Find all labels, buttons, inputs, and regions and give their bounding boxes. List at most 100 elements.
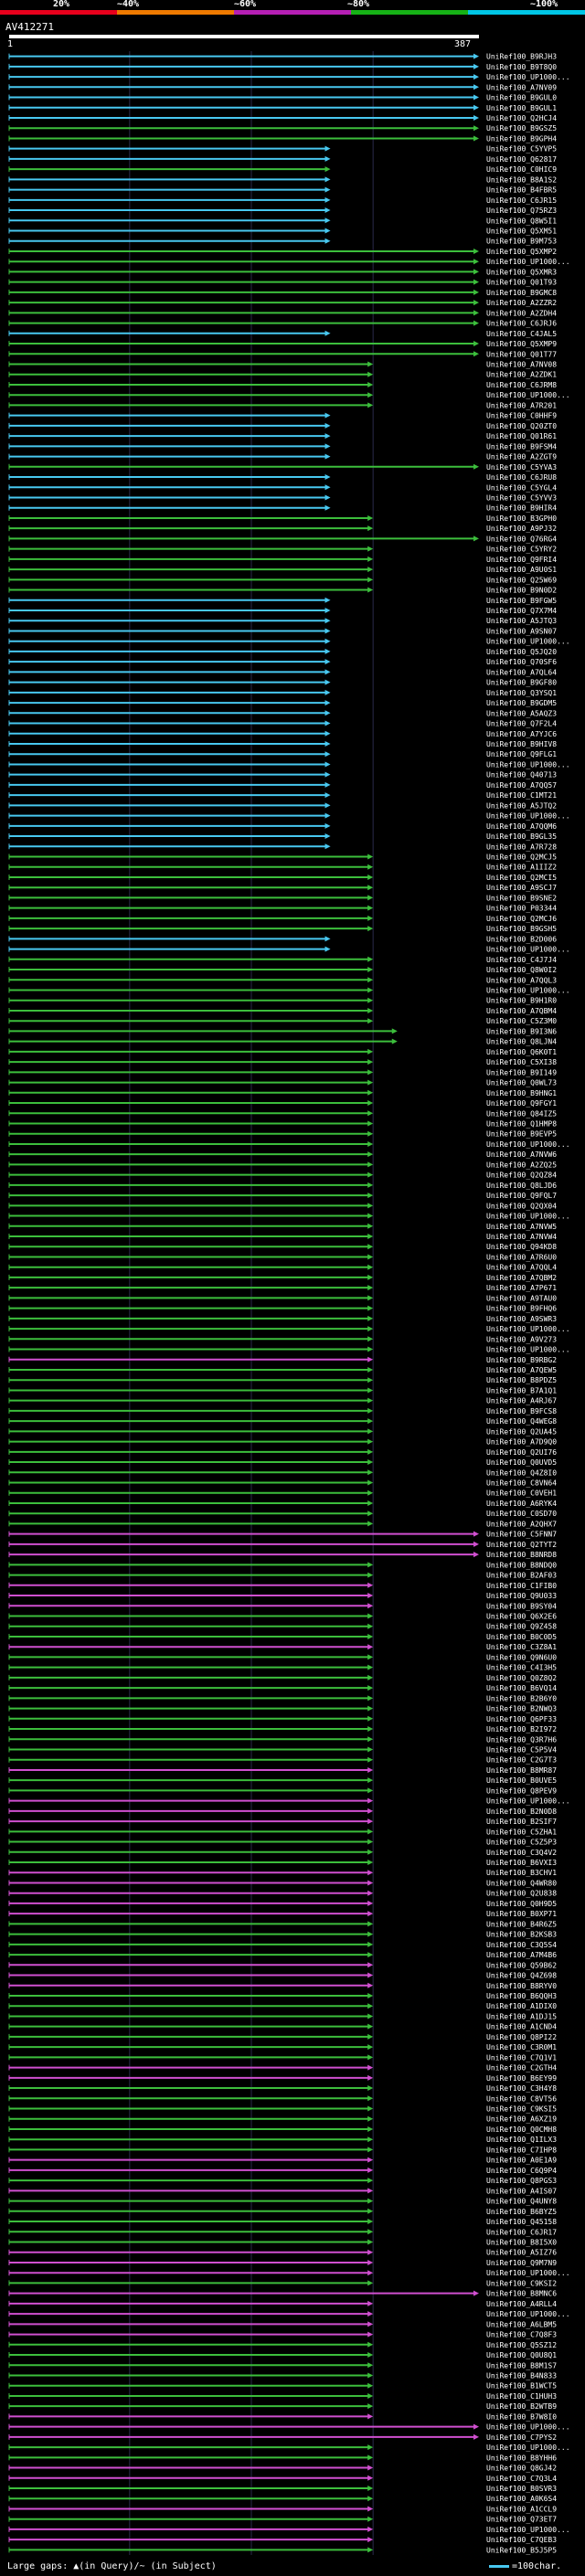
hit-label[interactable]: UniRef100_A6LBM5	[486, 2320, 557, 2328]
hit-label[interactable]: UniRef100_Q8PEV9	[486, 1786, 557, 1795]
hit-label[interactable]: UniRef100_B2B6Y0	[486, 1694, 557, 1702]
hit-label[interactable]: UniRef100_Q5XM51	[486, 228, 557, 236]
hit-label[interactable]: UniRef100_B7W8I0	[486, 2412, 557, 2421]
hit-label[interactable]: UniRef100_UP1000...	[486, 2310, 570, 2318]
hit-label[interactable]: UniRef100_A7NV09	[486, 83, 557, 91]
hit-label[interactable]: UniRef100_B2NWQ3	[486, 1705, 557, 1713]
hit-label[interactable]: UniRef100_Q25W69	[486, 576, 557, 584]
hit-label[interactable]: UniRef100_B0UVE5	[486, 1776, 557, 1785]
hit-label[interactable]: UniRef100_C0VEH1	[486, 1489, 557, 1498]
hit-label[interactable]: UniRef100_B8M1S7	[486, 2361, 557, 2369]
hit-label[interactable]: UniRef100_Q0U8Q1	[486, 2351, 557, 2359]
hit-label[interactable]: UniRef100_Q94KD8	[486, 1243, 557, 1251]
hit-label[interactable]: UniRef100_B9FSM4	[486, 442, 557, 451]
hit-label[interactable]: UniRef100_B9GPH4	[486, 134, 557, 143]
hit-label[interactable]: UniRef100_A7QQL4	[486, 1264, 557, 1272]
hit-label[interactable]: UniRef100_B5J5P5	[486, 2546, 557, 2554]
hit-label[interactable]: UniRef100_Q9FGY1	[486, 1099, 557, 1108]
hit-label[interactable]: UniRef100_Q6K0T1	[486, 1048, 557, 1056]
hit-label[interactable]: UniRef100_Q8LJD6	[486, 1182, 557, 1190]
hit-label[interactable]: UniRef100_Q6PF33	[486, 1715, 557, 1723]
hit-label[interactable]: UniRef100_B0C0D5	[486, 1633, 557, 1641]
hit-label[interactable]: UniRef100_Q5SZ12	[486, 2341, 557, 2349]
hit-label[interactable]: UniRef100_B4N833	[486, 2371, 557, 2380]
hit-label[interactable]: UniRef100_C6JR15	[486, 196, 557, 205]
hit-label[interactable]: UniRef100_UP1000...	[486, 1213, 570, 1221]
hit-label[interactable]: UniRef100_B2SIF7	[486, 1818, 557, 1826]
hit-label[interactable]: UniRef100_A1DJ15	[486, 2012, 557, 2020]
hit-label[interactable]: UniRef100_Q3R7H6	[486, 1735, 557, 1744]
hit-label[interactable]: UniRef100_A5JTQ3	[486, 617, 557, 625]
hit-label[interactable]: UniRef100_Q2QX04	[486, 1202, 557, 1210]
hit-label[interactable]: UniRef100_Q40713	[486, 771, 557, 779]
hit-label[interactable]: UniRef100_C7Q1V1	[486, 2053, 557, 2062]
hit-label[interactable]: UniRef100_A4RLL4	[486, 2300, 557, 2308]
hit-label[interactable]: UniRef100_UP1000...	[486, 2269, 570, 2277]
hit-label[interactable]: UniRef100_C6JRM8	[486, 381, 557, 389]
hit-label[interactable]: UniRef100_UP1000...	[486, 760, 570, 769]
hit-label[interactable]: UniRef100_B8A1S2	[486, 175, 557, 184]
hit-label[interactable]: UniRef100_B9N0D2	[486, 587, 557, 595]
hit-label[interactable]: UniRef100_A7NV08	[486, 361, 557, 369]
hit-label[interactable]: UniRef100_UP1000...	[486, 258, 570, 266]
hit-label[interactable]: UniRef100_C0HIC9	[486, 165, 557, 174]
hit-label[interactable]: UniRef100_A4RJ67	[486, 1397, 557, 1405]
hit-label[interactable]: UniRef100_B3GPH0	[486, 514, 557, 523]
hit-label[interactable]: UniRef100_B9RBG2	[486, 1356, 557, 1364]
hit-label[interactable]: UniRef100_Q0CMH8	[486, 2125, 557, 2134]
hit-label[interactable]: UniRef100_Q2UI76	[486, 1448, 557, 1457]
hit-label[interactable]: UniRef100_Q9Z458	[486, 1623, 557, 1631]
hit-label[interactable]: UniRef100_A9SCJ7	[486, 884, 557, 892]
hit-label[interactable]: UniRef100_UP1000...	[486, 1325, 570, 1333]
hit-label[interactable]: UniRef100_B4FBR5	[486, 186, 557, 195]
hit-label[interactable]: UniRef100_A6XZ19	[486, 2115, 557, 2124]
hit-label[interactable]: UniRef100_Q20ZT0	[486, 422, 557, 430]
hit-label[interactable]: UniRef100_C8VN64	[486, 1479, 557, 1488]
hit-label[interactable]: UniRef100_B6EY99	[486, 2074, 557, 2083]
hit-label[interactable]: UniRef100_Q01R61	[486, 432, 557, 440]
hit-label[interactable]: UniRef100_B8NRD8	[486, 1551, 557, 1559]
hit-label[interactable]: UniRef100_Q0WL73	[486, 1079, 557, 1087]
hit-label[interactable]: UniRef100_A0K6S4	[486, 2495, 557, 2503]
hit-label[interactable]: UniRef100_A7R728	[486, 843, 557, 851]
hit-label[interactable]: UniRef100_C9KSI5	[486, 2105, 557, 2114]
hit-label[interactable]: UniRef100_C1FIB0	[486, 1582, 557, 1590]
hit-label[interactable]: UniRef100_Q59B62	[486, 1961, 557, 1969]
hit-label[interactable]: UniRef100_Q7F2L4	[486, 720, 557, 728]
hit-label[interactable]: UniRef100_B9FGW5	[486, 597, 557, 605]
hit-label[interactable]: UniRef100_Q2TYT2	[486, 1541, 557, 1549]
hit-label[interactable]: UniRef100_Q2QZ84	[486, 1171, 557, 1180]
hit-label[interactable]: UniRef100_A7M4B6	[486, 1951, 557, 1959]
hit-label[interactable]: UniRef100_Q9FQL7	[486, 1192, 557, 1200]
hit-label[interactable]: UniRef100_A2ZDK1	[486, 371, 557, 379]
hit-label[interactable]: UniRef100_Q8LJN4	[486, 1038, 557, 1046]
hit-label[interactable]: UniRef100_B8I5X0	[486, 2239, 557, 2247]
hit-label[interactable]: UniRef100_Q0UVD5	[486, 1458, 557, 1467]
hit-label[interactable]: UniRef100_C5Z3M0	[486, 1017, 557, 1025]
hit-label[interactable]: UniRef100_A1CCL9	[486, 2505, 557, 2513]
hit-label[interactable]: UniRef100_B6VXI3	[486, 1859, 557, 1867]
hit-label[interactable]: UniRef100_UP1000...	[486, 812, 570, 821]
hit-label[interactable]: UniRef100_B9M753	[486, 238, 557, 246]
hit-label[interactable]: UniRef100_Q9FRI4	[486, 556, 557, 564]
hit-label[interactable]: UniRef100_A7QQL3	[486, 976, 557, 984]
hit-label[interactable]: UniRef100_A7QQM6	[486, 822, 557, 831]
hit-label[interactable]: UniRef100_Q4WEG8	[486, 1417, 557, 1426]
hit-label[interactable]: UniRef100_B2AF03	[486, 1572, 557, 1580]
hit-label[interactable]: UniRef100_A2ZZR2	[486, 299, 557, 307]
hit-label[interactable]: UniRef100_Q4Z8I0	[486, 1468, 557, 1477]
hit-label[interactable]: UniRef100_B9FHQ6	[486, 1305, 557, 1313]
hit-label[interactable]: UniRef100_UP1000...	[486, 638, 570, 646]
hit-label[interactable]: UniRef100_UP1000...	[486, 1140, 570, 1149]
hit-label[interactable]: UniRef100_B8PDZ5	[486, 1376, 557, 1384]
hit-label[interactable]: UniRef100_A5JTQ2	[486, 801, 557, 810]
hit-label[interactable]: UniRef100_A7QL64	[486, 668, 557, 676]
hit-label[interactable]: UniRef100_Q01T77	[486, 350, 557, 358]
hit-label[interactable]: UniRef100_B0XP71	[486, 1910, 557, 1918]
hit-label[interactable]: UniRef100_Q84IZ5	[486, 1109, 557, 1118]
hit-label[interactable]: UniRef100_A9TAU0	[486, 1294, 557, 1302]
hit-label[interactable]: UniRef100_A2ZQ25	[486, 1161, 557, 1169]
hit-label[interactable]: UniRef100_A4IS07	[486, 2187, 557, 2195]
hit-label[interactable]: UniRef100_A5IZ76	[486, 2249, 557, 2257]
hit-label[interactable]: UniRef100_B8MR87	[486, 1766, 557, 1775]
